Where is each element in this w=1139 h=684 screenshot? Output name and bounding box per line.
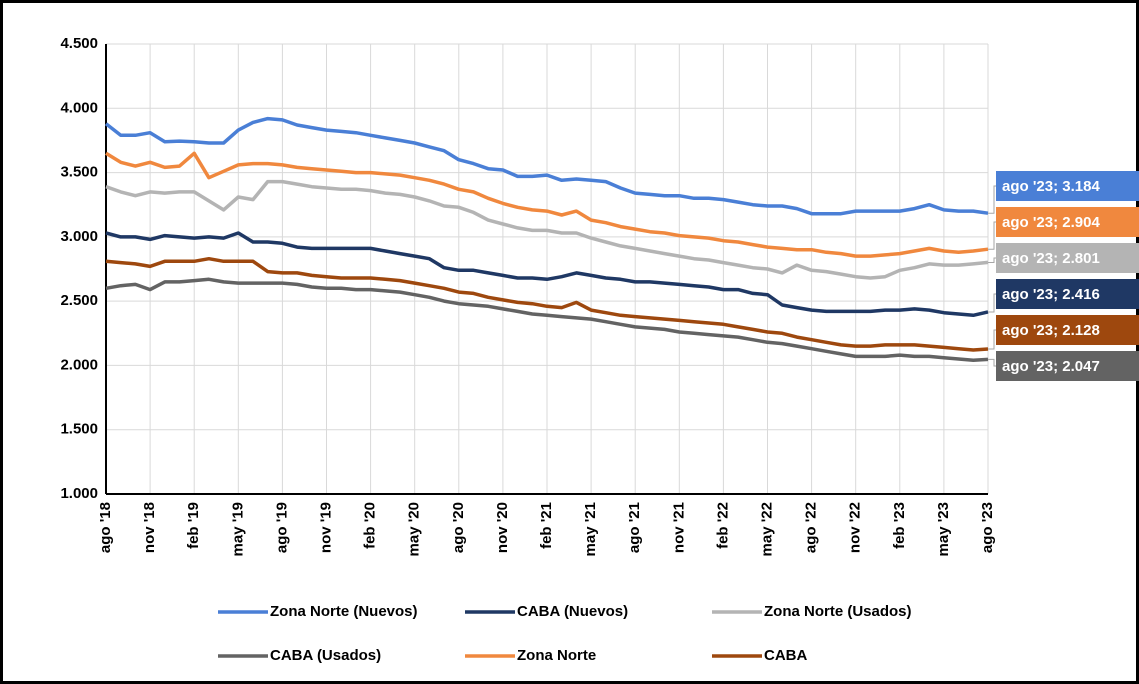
value-label: ago '23; 2.801 [1002,250,1100,267]
x-tick-label: ago '18 [97,502,114,553]
value-label: ago '23; 3.184 [1002,178,1100,195]
x-tick-label: feb '19 [185,502,202,549]
series-line [104,116,989,216]
y-tick-label: 4.500 [60,35,98,52]
y-tick-label: 4.000 [60,99,98,116]
legend-label: Zona Norte (Usados) [764,603,912,620]
value-label: ago '23; 2.047 [1002,358,1100,375]
legend-label: Zona Norte [517,647,596,664]
x-tick-label: ago '22 [803,502,820,553]
value-label-box [996,351,1139,381]
x-tick-label: feb '21 [538,502,555,549]
y-tick-label: 1.500 [60,421,98,438]
label-leader [988,221,996,250]
series-line [105,256,989,352]
x-tick-label: feb '22 [714,502,731,549]
series-line [105,179,989,280]
value-label: ago '23; 2.128 [1002,322,1100,339]
y-tick-label: 2.500 [60,292,98,309]
x-tick-label: nov '19 [317,502,334,553]
label-leader [988,185,996,214]
x-tick-label: may '20 [406,502,423,556]
series-line [105,277,989,363]
x-tick-label: may '23 [935,502,952,556]
value-label-box [996,315,1139,345]
value-label: ago '23; 2.904 [1002,214,1100,231]
x-tick-label: nov '22 [847,502,864,553]
x-tick-label: ago '19 [273,502,290,553]
value-label-box [996,279,1139,309]
legend-label: CABA [764,647,807,664]
x-tick-label: may '19 [229,502,246,556]
value-label-box [996,171,1139,201]
value-label: ago '23; 2.416 [1002,286,1100,303]
x-tick-label: feb '20 [362,502,379,549]
legend-label: Zona Norte (Nuevos) [270,603,418,620]
y-tick-label: 3.000 [60,228,98,245]
x-tick-label: ago '21 [626,502,643,553]
x-tick-label: nov '21 [670,502,687,553]
x-tick-label: feb '23 [891,502,908,549]
y-tick-label: 3.500 [60,164,98,181]
x-tick-label: nov '20 [494,502,511,553]
label-leader [988,293,996,313]
x-tick-label: ago '23 [979,502,996,553]
x-tick-label: nov '18 [141,502,158,553]
x-tick-label: may '21 [582,502,599,556]
label-leader [988,358,996,367]
x-tick-label: may '22 [758,502,775,556]
y-tick-label: 1.000 [60,485,98,502]
label-leader [988,329,996,350]
y-tick-label: 2.000 [60,356,98,373]
value-label-box [996,243,1139,273]
series-line [105,231,989,318]
label-leader [988,257,996,263]
series-line [105,151,989,258]
legend-label: CABA (Usados) [270,647,381,664]
legend-label: CABA (Nuevos) [517,603,628,620]
value-label-box [996,207,1139,237]
x-tick-label: ago '20 [450,502,467,553]
